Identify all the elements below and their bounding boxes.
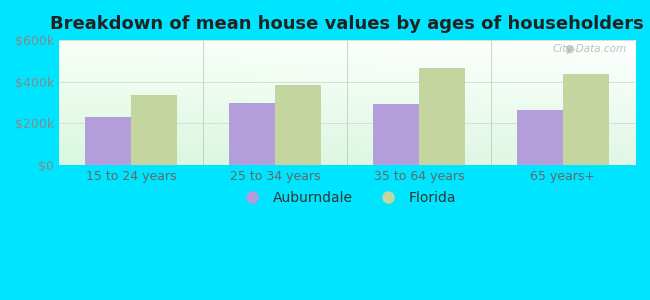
Bar (275, 85, 321, 165)
Text: City-Data.com: City-Data.com (552, 44, 627, 54)
Text: ●: ● (565, 44, 575, 54)
Bar (85, 117, 131, 165)
Bar (373, 103, 419, 165)
Bar (419, 68, 465, 165)
Bar (563, 74, 609, 165)
Legend: Auburndale, Florida: Auburndale, Florida (233, 185, 462, 210)
Bar (229, 103, 275, 165)
Title: Breakdown of mean house values by ages of householders: Breakdown of mean house values by ages o… (50, 15, 644, 33)
Bar (517, 110, 563, 165)
Bar (131, 95, 177, 165)
